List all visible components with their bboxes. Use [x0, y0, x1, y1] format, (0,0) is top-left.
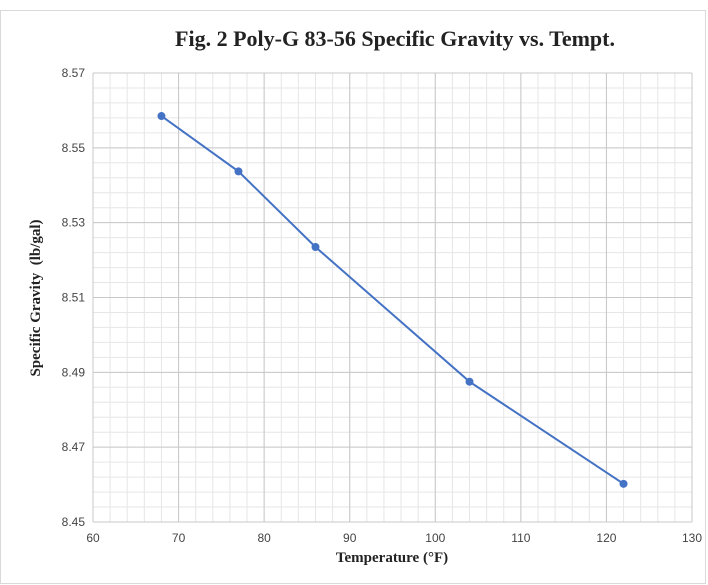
data-point: [465, 377, 474, 386]
series-lines: [160, 115, 625, 485]
x-tick-label: 130: [682, 531, 702, 545]
major-gridlines: [92, 72, 693, 523]
chart-title: Fig. 2 Poly-G 83-56 Specific Gravity vs.…: [175, 26, 615, 51]
data-point: [619, 479, 628, 488]
x-tick-label: 80: [257, 531, 271, 545]
y-tick-label: 8.53: [62, 216, 86, 230]
y-tick-label: 8.57: [62, 66, 86, 80]
x-tick-label: 90: [343, 531, 357, 545]
series-line: [160, 115, 625, 485]
data-point: [311, 242, 320, 251]
y-tick-label: 8.45: [62, 515, 86, 529]
x-tick-label: 110: [511, 531, 530, 545]
x-tick-label: 60: [86, 531, 100, 545]
series-points: [157, 112, 628, 488]
data-point: [157, 112, 166, 121]
x-axis-label: Temperature (°F): [335, 550, 449, 566]
x-tick-label: 70: [172, 531, 186, 545]
x-tick-label: 100: [425, 531, 445, 545]
x-tick-label: 120: [596, 531, 616, 545]
y-tick-labels: 8.45 8.47 8.49 8.51 8.53 8.55 8.57: [62, 66, 86, 529]
y-tick-label: 8.55: [62, 141, 86, 155]
x-tick-labels: 60 70 80 90 100 110 120 130: [86, 531, 702, 545]
y-tick-label: 8.51: [62, 291, 86, 305]
y-tick-label: 8.47: [62, 440, 86, 454]
y-tick-label: 8.49: [62, 365, 86, 379]
data-point: [234, 167, 243, 176]
